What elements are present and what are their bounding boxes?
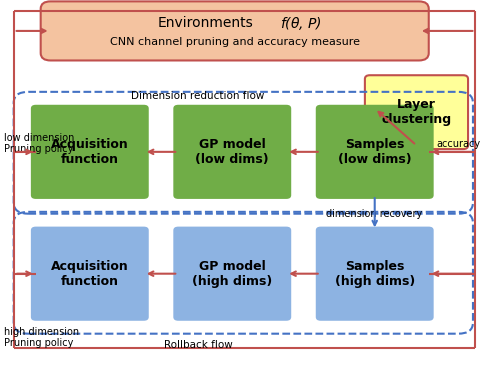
Text: Rollback flow: Rollback flow <box>164 340 232 350</box>
FancyBboxPatch shape <box>365 75 468 149</box>
Text: Environments: Environments <box>158 16 253 31</box>
Text: Samples
(low dims): Samples (low dims) <box>338 138 412 166</box>
Text: GP model
(high dims): GP model (high dims) <box>192 260 272 288</box>
FancyBboxPatch shape <box>173 105 291 199</box>
Text: dimension recovery: dimension recovery <box>326 209 422 219</box>
Text: low dimension
Pruning policy: low dimension Pruning policy <box>4 133 74 154</box>
FancyBboxPatch shape <box>31 227 149 321</box>
FancyBboxPatch shape <box>316 227 434 321</box>
Text: GP model
(low dims): GP model (low dims) <box>196 138 269 166</box>
Text: $f$($\theta$, P): $f$($\theta$, P) <box>280 15 322 32</box>
FancyBboxPatch shape <box>316 105 434 199</box>
Text: Samples
(high dims): Samples (high dims) <box>334 260 415 288</box>
Text: CNN channel pruning and accuracy measure: CNN channel pruning and accuracy measure <box>110 37 360 47</box>
Text: Acquisition
function: Acquisition function <box>51 260 128 288</box>
FancyBboxPatch shape <box>173 227 291 321</box>
Text: Layer
clustering: Layer clustering <box>381 98 452 126</box>
FancyBboxPatch shape <box>31 105 149 199</box>
FancyBboxPatch shape <box>41 1 429 61</box>
Text: accuracy: accuracy <box>436 138 480 148</box>
Text: high dimension
Pruning policy: high dimension Pruning policy <box>4 327 79 348</box>
Text: Acquisition
function: Acquisition function <box>51 138 128 166</box>
Text: Dimension reduction flow: Dimension reduction flow <box>131 90 265 100</box>
